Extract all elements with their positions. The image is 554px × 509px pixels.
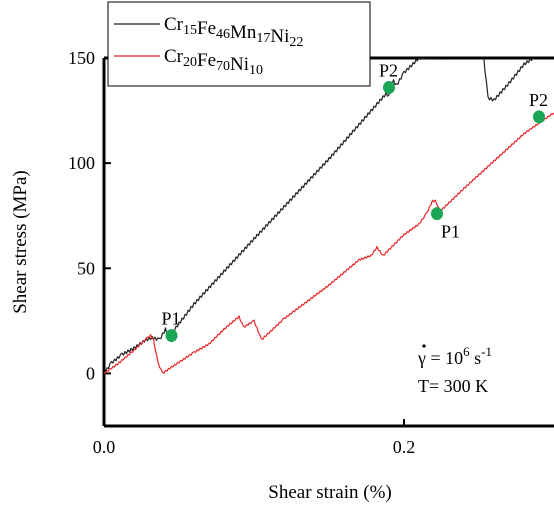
series-layer xyxy=(104,58,554,374)
x-axis-title: Shear strain (%) xyxy=(268,482,391,503)
marker-point-p2 xyxy=(533,110,545,124)
legend-label-1: Cr15Fe46Mn17Ni22 xyxy=(164,14,303,50)
strain-rate-annotation: γ = 106 s-1 xyxy=(417,344,492,368)
x-tick-label: 0.2 xyxy=(393,437,416,457)
y-ticks: 0 50 100 150 xyxy=(68,48,111,383)
annotations: γ = 106 s-1 T= 300 K xyxy=(417,344,492,396)
marker-label-p1: P1 xyxy=(162,309,181,329)
temperature-annotation: T= 300 K xyxy=(418,376,488,396)
y-axis-title: Shear stress (MPa) xyxy=(10,170,31,314)
marker-label-p2: P2 xyxy=(379,60,398,80)
marker-label-p2: P2 xyxy=(529,90,548,110)
y-tick-label: 100 xyxy=(68,153,95,173)
marker-label-p1: P1 xyxy=(441,222,460,242)
y-tick-label: 50 xyxy=(77,258,95,278)
x-ticks: 0.0 0.2 xyxy=(93,419,416,457)
rate-dot-icon xyxy=(422,344,426,348)
marker-point-p1 xyxy=(431,207,443,221)
series-line-1 xyxy=(104,58,536,374)
series-line-2 xyxy=(104,112,554,374)
x-tick-label: 0.0 xyxy=(93,437,116,457)
legend-box xyxy=(107,1,371,87)
marker-point-p2 xyxy=(383,80,395,94)
y-tick-label: 0 xyxy=(86,363,95,383)
y-tick-label: 150 xyxy=(68,48,95,68)
marker-layer: P1 P2 P1 P2 xyxy=(162,60,548,343)
marker-point-p1 xyxy=(165,329,178,343)
legend-label-2: Cr20Fe70Ni10 xyxy=(164,46,263,78)
